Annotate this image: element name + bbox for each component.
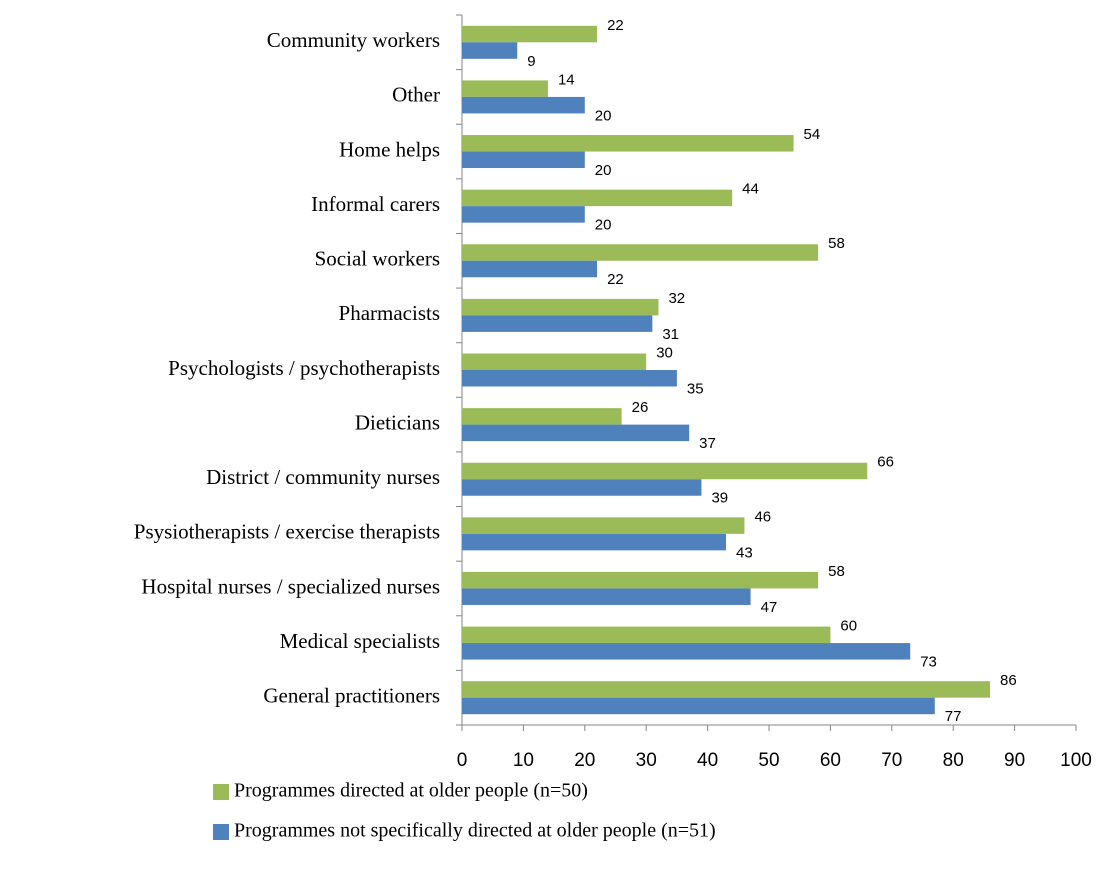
category-label: Social workers (315, 247, 440, 271)
bar (462, 370, 677, 387)
bar (462, 260, 598, 278)
bar (462, 298, 659, 316)
category-label: Community workers (267, 28, 440, 52)
data-label: 31 (662, 326, 679, 343)
bar (462, 96, 585, 114)
bar (462, 424, 690, 442)
x-tick-label: 70 (881, 750, 902, 771)
bar (462, 42, 518, 59)
category-label: Other (392, 83, 440, 107)
category-label: Informal carers (311, 192, 440, 216)
category-label: Psysiotherapists / exercise therapists (134, 520, 440, 544)
bar (462, 588, 751, 605)
legend-label: Programmes directed at older people (n=5… (234, 780, 588, 802)
data-label: 60 (840, 618, 857, 635)
x-tick-label: 10 (513, 750, 534, 771)
data-label: 35 (687, 380, 704, 397)
data-label: 32 (668, 290, 685, 307)
data-label: 54 (804, 126, 821, 143)
bar (462, 408, 622, 425)
x-tick-label: 30 (636, 750, 657, 771)
legend-swatch (213, 784, 229, 800)
data-label: 22 (607, 271, 624, 288)
category-label: Home helps (339, 137, 440, 161)
bar (462, 206, 585, 223)
data-label: 14 (558, 71, 575, 88)
data-label: 66 (877, 454, 894, 471)
bar (462, 697, 935, 715)
data-label: 73 (920, 654, 937, 671)
data-label: 44 (742, 181, 759, 198)
x-tick-label: 80 (943, 750, 964, 771)
bar (462, 80, 548, 97)
x-tick-label: 60 (820, 750, 841, 771)
bar (462, 571, 819, 589)
category-label: General practitioners (263, 684, 440, 708)
bar (462, 533, 727, 551)
x-tick-label: 100 (1060, 750, 1092, 771)
category-label: Pharmacists (339, 301, 440, 325)
data-label: 58 (828, 563, 845, 580)
bar (462, 643, 911, 660)
data-label: 43 (736, 544, 753, 561)
category-label: Dieticians (355, 410, 440, 434)
legend-label: Programmes not specifically directed at … (234, 820, 716, 842)
x-tick-label: 90 (1004, 750, 1025, 771)
data-label: 9 (527, 53, 535, 70)
category-label: Hospital nurses / specialized nurses (141, 574, 440, 598)
data-label: 20 (595, 162, 612, 179)
data-label: 37 (699, 435, 716, 452)
data-label: 20 (595, 217, 612, 234)
bar (462, 462, 868, 480)
data-label: 22 (607, 17, 624, 34)
bar (462, 25, 598, 43)
category-label: Medical specialists (280, 629, 440, 653)
data-label: 30 (656, 344, 673, 361)
data-label: 39 (711, 490, 728, 507)
x-tick-label: 0 (457, 750, 468, 771)
bar (462, 479, 702, 496)
data-label: 26 (632, 399, 649, 416)
bar (462, 517, 745, 534)
bar (462, 626, 831, 644)
bar (462, 135, 794, 152)
bar (462, 315, 653, 332)
data-label: 58 (828, 235, 845, 252)
data-label: 47 (761, 599, 778, 616)
legend-swatch (213, 824, 229, 840)
x-tick-label: 20 (574, 750, 595, 771)
x-tick-label: 50 (758, 750, 779, 771)
data-label: 46 (754, 508, 771, 525)
category-label: District / community nurses (206, 465, 440, 489)
bar (462, 244, 819, 261)
bar (462, 353, 647, 370)
bar (462, 681, 991, 698)
x-tick-label: 40 (697, 750, 718, 771)
bar (462, 151, 585, 169)
data-label: 20 (595, 107, 612, 124)
data-label: 86 (1000, 672, 1017, 689)
category-label: Psychologists / psychotherapists (168, 356, 440, 380)
data-label: 77 (945, 708, 962, 725)
bar (462, 189, 733, 207)
